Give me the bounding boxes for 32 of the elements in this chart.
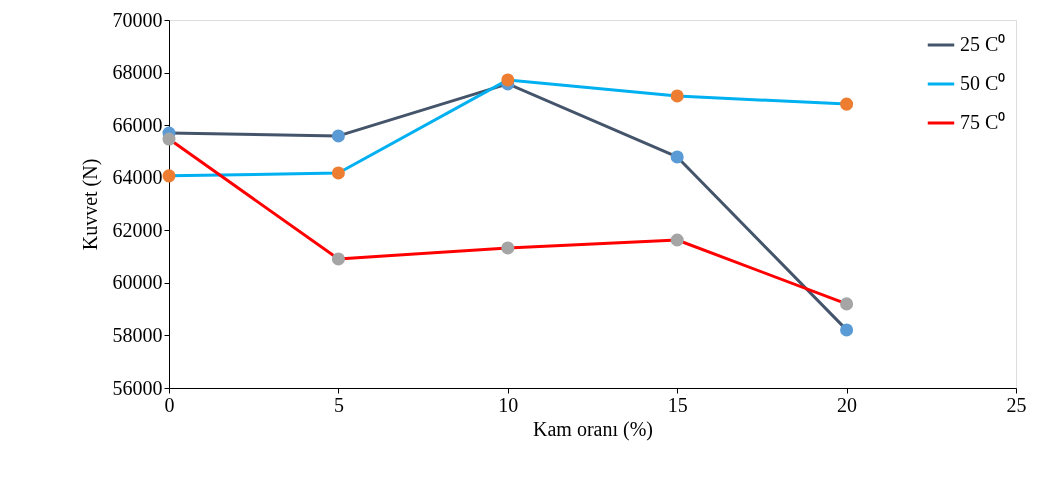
y-axis-title: Kuvvet (N)	[78, 158, 102, 251]
legend-label: 50 C⁰	[960, 72, 1006, 94]
point	[501, 241, 515, 255]
y-tick-label: 64000	[112, 166, 163, 189]
x-tick-label: 5	[333, 393, 344, 416]
y-tick-label: 60000	[112, 271, 163, 294]
x-tick-label: 15	[667, 393, 688, 416]
x-tick-label: 10	[498, 393, 519, 416]
y-tick-label: 62000	[112, 218, 163, 241]
point	[162, 132, 176, 146]
point	[840, 297, 854, 311]
x-tick-label: 20	[837, 393, 858, 416]
point	[331, 252, 345, 266]
legend-label: 25 C⁰	[960, 33, 1006, 55]
x-tick-label: 0	[164, 393, 175, 416]
point	[840, 97, 854, 111]
y-tick-label: 66000	[112, 113, 163, 136]
point	[670, 150, 684, 164]
point	[331, 166, 345, 180]
y-tick-label: 70000	[112, 8, 163, 31]
point	[670, 233, 684, 247]
point	[162, 169, 176, 183]
y-tick-label: 68000	[112, 61, 163, 84]
legend-label: 75 C⁰	[960, 111, 1006, 133]
y-tick-label: 56000	[112, 376, 163, 399]
point	[670, 89, 684, 103]
x-axis-title: Kam oranı (%)	[533, 417, 653, 441]
x-tick-label: 25	[1006, 393, 1027, 416]
y-tick-label: 58000	[112, 323, 163, 346]
point	[840, 323, 854, 337]
point	[331, 129, 345, 143]
point	[501, 73, 515, 87]
